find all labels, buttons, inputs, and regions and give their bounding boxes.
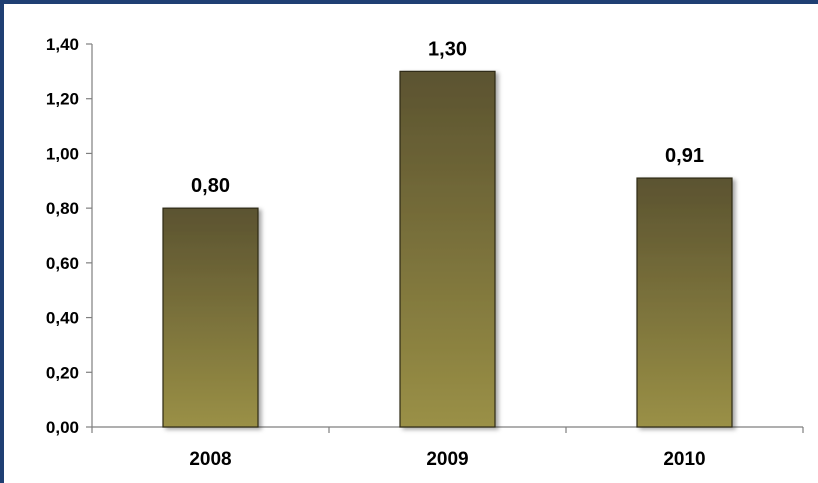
y-tick-label: 0,40: [46, 309, 79, 328]
x-tick-label: 2010: [663, 449, 705, 470]
y-tick-label: 1,40: [46, 35, 79, 54]
data-label: 1,30: [428, 38, 467, 60]
data-label: 0,80: [191, 175, 230, 197]
bar-2009: [399, 70, 496, 428]
x-axis: 2008 2009 2010: [91, 426, 804, 470]
data-label: 0,91: [665, 145, 704, 167]
y-tick-label: 0,20: [46, 363, 79, 382]
bars: [162, 70, 733, 428]
bar-2010: [636, 177, 733, 428]
y-axis: 0,00 0,20 0,40 0,60 0,80 1,00 1,20 1,40: [46, 35, 93, 437]
y-tick-label: 0,60: [46, 254, 79, 273]
y-tick-label: 0,80: [46, 199, 79, 218]
y-tick-label: 1,00: [46, 144, 79, 163]
y-tick-label: 1,20: [46, 90, 79, 109]
x-tick-label: 2008: [189, 449, 231, 470]
x-tick-label: 2009: [426, 449, 468, 470]
bar-2008: [162, 207, 259, 428]
data-labels: 0,80 1,30 0,91: [191, 38, 704, 197]
y-tick-label: 0,00: [46, 418, 79, 437]
